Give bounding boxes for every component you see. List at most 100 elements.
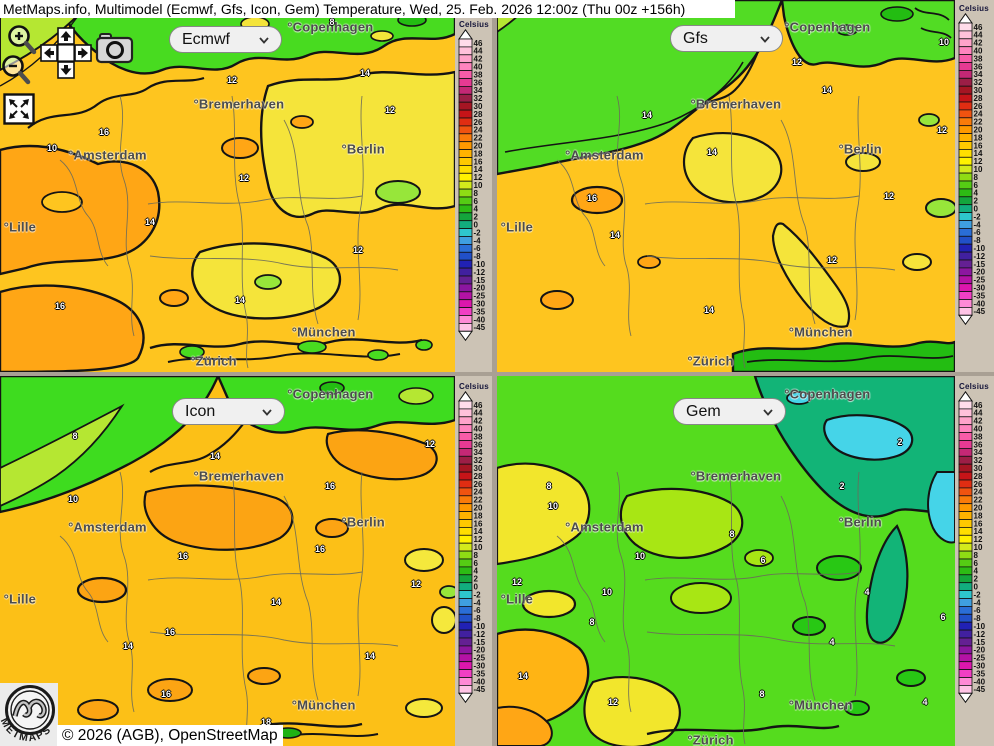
legend-scale: 4644424038363432302826242220181614121086… [958,12,986,326]
attribution-separator: , [159,727,169,744]
metmaps-logo[interactable]: METMAPS [0,683,58,746]
svg-text:-35: -35 [974,291,986,300]
svg-text:40: 40 [974,425,983,434]
svg-text:46: 46 [974,23,983,32]
svg-text:36: 36 [974,62,983,71]
agb-link[interactable]: (AGB) [116,727,160,744]
openstreetmap-link[interactable]: OpenStreetMap [168,727,278,744]
map-canvas-ecmwf[interactable] [0,0,455,372]
contour-label: 10 [601,587,613,597]
contour-label: 12 [936,125,948,135]
svg-text:24: 24 [474,488,483,497]
model-select-gem[interactable]: Gem [673,398,786,425]
svg-text:6: 6 [974,559,979,568]
city-label: °Amsterdam [565,519,644,535]
contour-label: 6 [760,555,766,565]
svg-text:-2: -2 [974,212,982,221]
screenshot-button[interactable] [95,32,135,64]
svg-text:30: 30 [474,464,483,473]
contour-label: 10 [46,143,58,153]
city-label: °Copenhagen [287,19,374,35]
svg-text:32: 32 [974,456,983,465]
city-label: °Lille [3,591,37,607]
contour-label: 14 [364,651,376,661]
contour-label: 16 [314,544,326,554]
pan-up-icon [57,27,75,45]
svg-text:30: 30 [974,86,983,95]
svg-text:28: 28 [474,110,483,119]
fullscreen-icon [3,93,35,125]
svg-text:10: 10 [974,543,983,552]
svg-text:32: 32 [974,78,983,87]
map-canvas-gfs[interactable] [497,0,955,372]
city-label: °Copenhagen [784,386,871,402]
svg-text:0: 0 [974,583,979,592]
svg-text:42: 42 [474,55,483,64]
model-select-gfs[interactable]: Gfs [670,25,783,52]
map-canvas-gem[interactable] [497,376,955,746]
model-select-ecmwf[interactable]: Ecmwf [169,26,282,53]
svg-text:38: 38 [474,70,483,79]
svg-text:34: 34 [974,448,983,457]
svg-text:18: 18 [974,133,983,142]
map-canvas-icon[interactable] [0,376,455,746]
svg-text:6: 6 [974,181,979,190]
pan-dpad[interactable] [40,27,92,79]
contour-label: 14 [821,85,833,95]
city-label: °Amsterdam [565,147,644,163]
city-label: °Berlin [341,141,385,157]
svg-text:-45: -45 [474,685,486,694]
svg-text:-8: -8 [474,252,482,261]
svg-text:12: 12 [974,535,983,544]
svg-text:-15: -15 [474,276,486,285]
model-select-label: Gem [686,402,721,420]
svg-text:-8: -8 [974,614,982,623]
svg-text:12: 12 [474,535,483,544]
contour-label: 14 [234,295,246,305]
contour-label: 12 [826,255,838,265]
panel-divider-horizontal [0,372,994,376]
svg-text:2: 2 [474,575,479,584]
pan-left-icon [40,44,58,62]
contour-label: 14 [706,147,718,157]
contour-label: 16 [324,481,336,491]
svg-text:24: 24 [474,126,483,135]
contour-label: 10 [634,551,646,561]
svg-text:-35: -35 [474,669,486,678]
contour-label: 10 [67,494,79,504]
svg-text:22: 22 [474,496,483,505]
svg-text:-25: -25 [974,654,986,663]
contour-label: 16 [164,627,176,637]
svg-text:2: 2 [474,213,479,222]
svg-text:18: 18 [974,511,983,520]
svg-text:-12: -12 [974,630,986,639]
svg-text:-4: -4 [474,598,482,607]
zoom-in-button[interactable] [6,24,40,60]
svg-text:-30: -30 [974,283,986,292]
svg-text:-40: -40 [974,677,986,686]
svg-text:8: 8 [974,173,979,182]
svg-text:34: 34 [974,70,983,79]
svg-text:-30: -30 [974,661,986,670]
svg-text:30: 30 [474,102,483,111]
svg-text:-20: -20 [474,284,486,293]
svg-text:18: 18 [474,511,483,520]
svg-text:-20: -20 [974,268,986,277]
svg-text:10: 10 [474,543,483,552]
fullscreen-button[interactable] [3,93,35,125]
contour-label: 14 [270,597,282,607]
contour-label: 14 [641,110,653,120]
svg-text:6: 6 [474,559,479,568]
city-label: °Lille [500,219,534,235]
svg-text:46: 46 [474,39,483,48]
svg-text:36: 36 [974,440,983,449]
svg-text:-35: -35 [474,307,486,316]
svg-text:32: 32 [474,94,483,103]
model-select-icon[interactable]: Icon [172,398,285,425]
svg-text:-2: -2 [474,590,482,599]
contour-label: 14 [209,451,221,461]
svg-text:-45: -45 [974,307,986,316]
zoom-out-button[interactable] [0,54,34,90]
svg-text:-20: -20 [974,646,986,655]
